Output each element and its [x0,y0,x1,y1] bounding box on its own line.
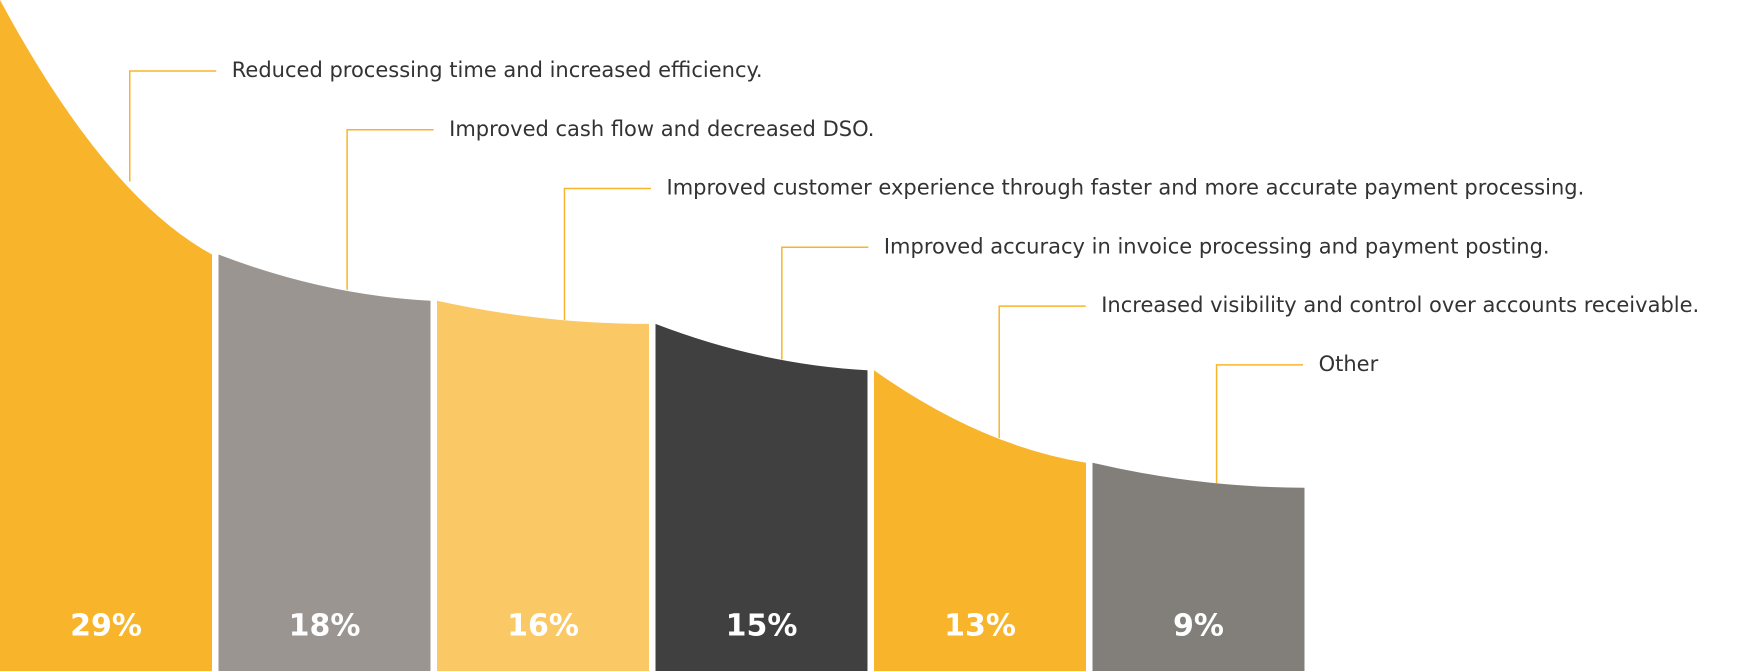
bar [437,300,649,671]
category-label: Improved accuracy in invoice processing … [884,234,1550,258]
leader-line [1215,364,1304,484]
bar [874,370,1086,671]
category-label: Reduced processing time and increased ef… [232,58,763,82]
category-label: Increased visibility and control over ac… [1101,293,1699,317]
value-label: 13% [944,609,1016,644]
category-label: Other [1319,352,1379,376]
bar [0,0,212,671]
value-label: 29% [70,609,142,644]
leader-line [998,305,1086,439]
bar [655,323,868,671]
value-label: 9% [1173,609,1224,644]
leader-line [129,70,217,182]
category-label: Improved customer experience through fas… [667,176,1585,200]
value-label: 15% [726,609,798,644]
value-label: 18% [289,609,361,644]
value-label: 16% [507,609,579,644]
leader-line [346,129,434,290]
bar [218,254,431,671]
leader-line [781,246,869,360]
bar [1092,462,1305,671]
leader-line [563,187,651,320]
category-label: Improved cash flow and decreased DSO. [449,117,874,141]
